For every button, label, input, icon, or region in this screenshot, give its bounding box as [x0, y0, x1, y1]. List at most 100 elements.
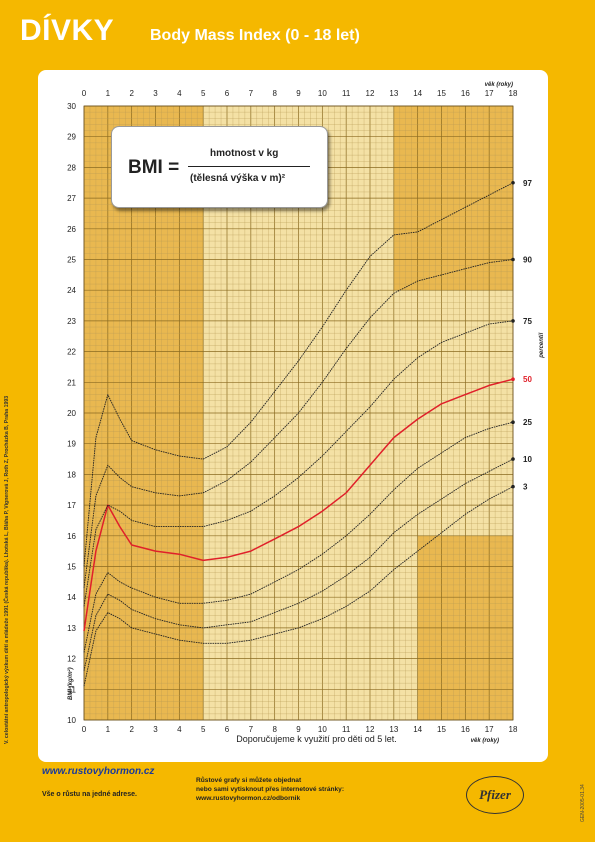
y-tick-label: 16 [67, 532, 76, 541]
x-tick-label-top: 16 [461, 89, 470, 98]
x-tick-label-bottom: 8 [272, 725, 277, 734]
curve-end-dot-3 [511, 484, 515, 489]
x-axis-label-top: věk (roky) [485, 82, 513, 88]
x-tick-label-top: 17 [485, 89, 494, 98]
x-tick-label-bottom: 0 [82, 725, 87, 734]
info-link[interactable]: www.rustovyhormon.cz/odbornik [196, 795, 301, 802]
percentile-curve-75 [83, 320, 514, 607]
y-tick-label: 11 [68, 685, 77, 694]
formula-fraction-line [188, 166, 310, 167]
formula-lhs: BMI = [128, 157, 180, 178]
chart-panel: 0 0 1 1 2 2 3 3 4 4 5 5 6 6 7 7 8 8 9 9 10 10 11 11 12 12 13 13 14 14… [38, 70, 548, 762]
x-tick-label-bottom: 5 [201, 725, 206, 734]
x-tick-label-top: 3 [153, 89, 158, 98]
percentile-curve-97 [83, 182, 514, 567]
x-tick-label-bottom: 9 [296, 725, 301, 734]
x-tick-label-bottom: 2 [129, 725, 134, 734]
y-tick-label: 10 [67, 716, 76, 725]
formula-denominator: (tělesná výška v m)² [190, 173, 286, 184]
percentile-curve-10 [83, 458, 514, 671]
x-tick-label-bottom: 17 [485, 725, 494, 734]
curve-end-dot-25 [511, 420, 515, 425]
percentile-label-3: 3 [523, 483, 528, 492]
curve-end-dot-90 [511, 257, 515, 262]
percentile-label-75: 75 [523, 317, 532, 326]
y-tick-label: 13 [67, 624, 76, 633]
info-line: Růstové grafy si můžete objednat [196, 777, 302, 784]
plot-border [83, 105, 514, 721]
x-tick-label-bottom: 14 [413, 725, 422, 734]
formula-numerator: hmotnost v kg [210, 148, 279, 159]
y-tick-label: 29 [67, 133, 76, 142]
y-tick-label: 25 [67, 256, 76, 265]
x-tick-label-top: 13 [389, 89, 398, 98]
y-tick-label: 21 [67, 378, 76, 387]
y-axis-label: BMI (kg/m²) [67, 667, 74, 700]
x-tick-label-top: 8 [272, 89, 277, 98]
y-tick-label: 30 [67, 102, 76, 111]
page-subtitle: Body Mass Index (0 - 18 let) [150, 27, 360, 44]
percentile-axis-label: percentil [539, 332, 545, 358]
bmi-chart: 0011223344556677889910101111121213131414… [67, 82, 545, 744]
x-tick-label-bottom: 15 [437, 725, 446, 734]
x-tick-label-bottom: 12 [366, 725, 375, 734]
y-tick-label: 12 [67, 655, 76, 664]
y-tick-label: 15 [67, 563, 76, 572]
x-tick-label-top: 15 [437, 89, 446, 98]
x-axis-label-bottom: věk (roky) [471, 738, 499, 744]
x-tick-label-bottom: 10 [318, 725, 327, 734]
x-tick-label-bottom: 11 [342, 725, 351, 734]
y-tick-label: 14 [67, 593, 76, 602]
pfizer-logo: Pfizer [466, 776, 524, 814]
x-tick-label-top: 5 [201, 89, 206, 98]
percentile-label-97: 97 [523, 179, 532, 188]
curve-end-dot-97 [511, 180, 515, 185]
source-note: V. celostátní antropologický výzkum dětí… [4, 395, 10, 744]
info-line: nebo sami vytisknout přes internetové st… [196, 786, 345, 793]
x-tick-label-top: 7 [249, 89, 254, 98]
site-logo[interactable]: www.rustovyhormon.cz [42, 766, 155, 777]
curve-end-dot-75 [511, 319, 515, 323]
x-tick-label-bottom: 18 [509, 725, 518, 734]
x-tick-label-top: 2 [129, 89, 134, 98]
x-tick-label-top: 10 [318, 89, 327, 98]
x-tick-label-bottom: 7 [249, 725, 254, 734]
x-tick-label-bottom: 4 [177, 725, 182, 734]
percentile-label-50: 50 [523, 375, 532, 384]
x-tick-label-bottom: 3 [153, 725, 158, 734]
percentile-curve-50 [83, 378, 514, 632]
percentile-curve-25 [83, 421, 514, 653]
document-code: GEN-2005-01.34 [580, 784, 586, 822]
x-tick-label-top: 0 [82, 89, 87, 98]
x-tick-label-top: 18 [509, 89, 518, 98]
y-tick-label: 17 [67, 501, 76, 510]
x-tick-label-bottom: 1 [106, 725, 111, 734]
x-tick-label-top: 4 [177, 89, 182, 98]
recommendation-note: Doporučujeme k využití pro děti od 5 let… [236, 734, 397, 744]
percentile-label-25: 25 [523, 418, 532, 427]
x-tick-label-top: 1 [106, 89, 111, 98]
percentile-curve-3 [83, 486, 514, 687]
page-title: DÍVKY [20, 14, 115, 47]
footer-logo-block: www.rustovyhormon.cz Vše o růstu na jedn… [42, 766, 182, 798]
y-tick-label: 20 [67, 409, 76, 418]
percentile-label-90: 90 [523, 256, 532, 265]
y-tick-label: 18 [67, 470, 76, 479]
footer-info: Růstové grafy si můžete objednat nebo sa… [196, 776, 344, 803]
curve-end-dot-50 [511, 377, 515, 382]
percentile-label-10: 10 [523, 455, 532, 464]
y-tick-label: 26 [67, 225, 76, 234]
x-tick-label-bottom: 13 [389, 725, 398, 734]
percentile-curve-90 [83, 259, 514, 589]
y-tick-label: 24 [67, 286, 76, 295]
y-tick-label: 27 [67, 194, 76, 203]
y-tick-label: 28 [67, 163, 76, 172]
x-tick-label-top: 6 [225, 89, 230, 98]
x-tick-label-top: 11 [342, 89, 351, 98]
y-tick-label: 19 [67, 440, 76, 449]
x-tick-label-top: 14 [413, 89, 422, 98]
x-tick-label-top: 12 [366, 89, 375, 98]
bmi-formula-box: BMI = hmotnost v kg (tělesná výška v m)² [111, 126, 328, 208]
tagline: Vše o růstu na jedné adrese. [42, 791, 137, 798]
y-tick-label: 23 [67, 317, 76, 326]
